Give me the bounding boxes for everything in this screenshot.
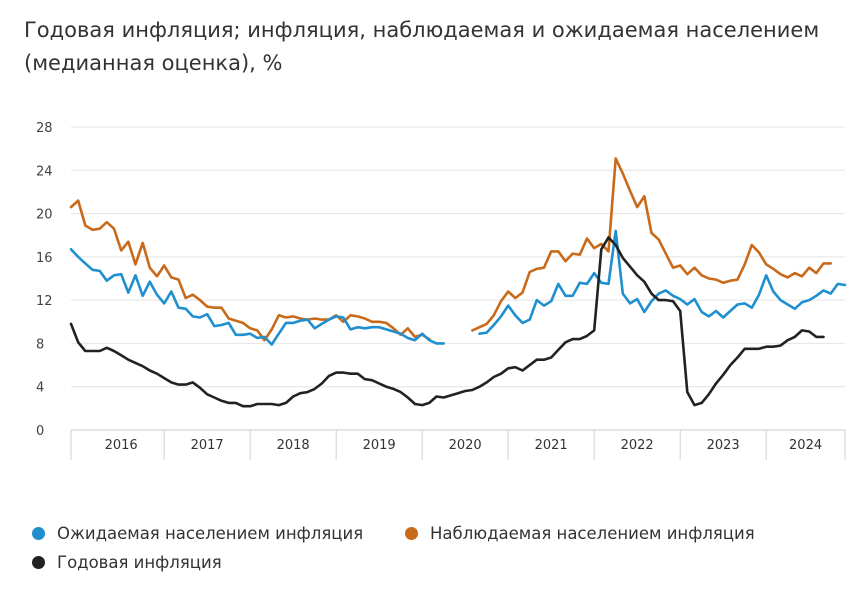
x-tick-label: 2017 <box>191 438 224 453</box>
x-tick-label: 2024 <box>789 438 822 453</box>
y-tick-label: 0 <box>36 424 44 439</box>
legend-label-observed: Наблюдаемая населением инфляция <box>430 524 755 543</box>
x-tick-label: 2020 <box>449 438 482 453</box>
x-tick-label: 2019 <box>363 438 396 453</box>
y-tick-label: 20 <box>36 208 53 223</box>
x-tick-label: 2022 <box>621 438 654 453</box>
y-tick-label: 4 <box>36 381 44 396</box>
legend-item-annual[interactable]: Годовая инфляция <box>32 553 222 572</box>
y-axis-ticks: 0 4 8 12 16 20 24 28 <box>36 121 53 439</box>
x-tick-label: 2016 <box>105 438 138 453</box>
chart-title: Годовая инфляция; инфляция, наблюдаемая … <box>24 18 820 75</box>
y-tick-label: 24 <box>36 164 53 179</box>
series-line-annual <box>69 236 825 408</box>
x-tick-label: 2021 <box>535 438 568 453</box>
series-lines <box>69 157 847 408</box>
y-tick-label: 12 <box>36 294 53 309</box>
series-line-expected <box>69 229 847 346</box>
y-tick-label: 8 <box>36 337 44 352</box>
legend-item-observed[interactable]: Наблюдаемая населением инфляция <box>405 524 755 543</box>
x-tick-label: 2018 <box>277 438 310 453</box>
legend-item-expected[interactable]: Ожидаемая населением инфляция <box>32 524 363 543</box>
y-tick-label: 16 <box>36 251 53 266</box>
x-tick-label: 2023 <box>707 438 740 453</box>
grid-lines <box>71 126 845 431</box>
legend-swatch-annual <box>32 556 45 569</box>
legend-label-expected: Ожидаемая населением инфляция <box>57 524 364 543</box>
series-line-observed <box>69 157 832 342</box>
legend-swatch-observed <box>405 527 418 540</box>
x-axis: 2016 2017 2018 2019 2020 2021 2022 2023 2024 <box>70 430 846 460</box>
legend-label-annual: Годовая инфляция <box>57 553 222 572</box>
legend-swatch-expected <box>32 527 45 540</box>
y-tick-label: 28 <box>36 121 53 136</box>
